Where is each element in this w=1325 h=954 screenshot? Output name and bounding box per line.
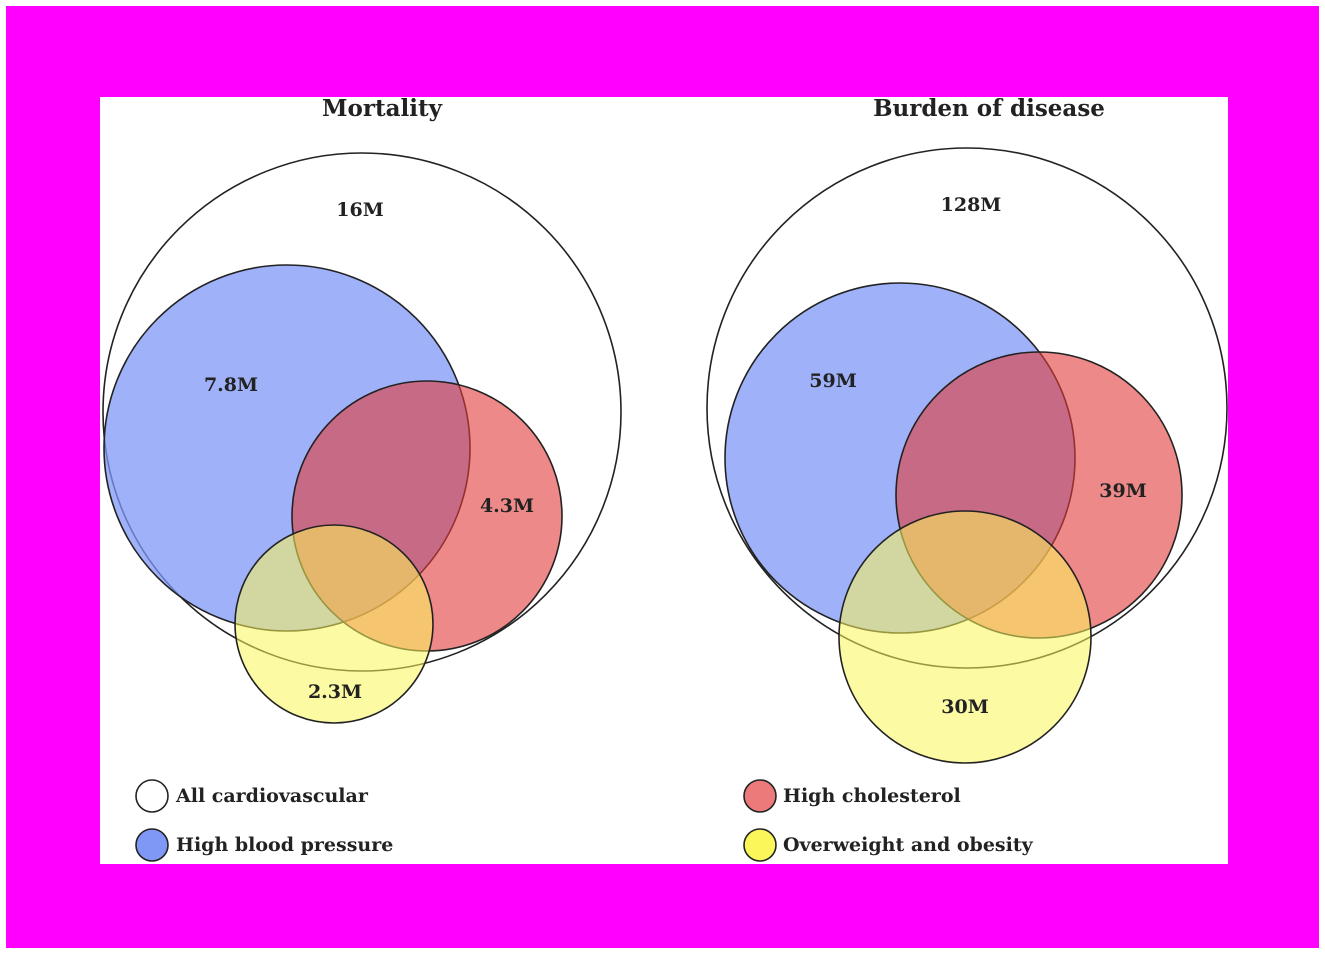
mortality-overweight-obesity-value: 2.3M <box>308 681 362 703</box>
mortality-title: Mortality <box>322 97 443 122</box>
legend-label-overweight-obesity: Overweight and obesity <box>783 834 1034 856</box>
mortality-overweight-obesity-circle <box>234 524 434 724</box>
legend-swatch-overweight-obesity <box>743 828 777 862</box>
legend-label-high-cholesterol: High cholesterol <box>783 785 961 807</box>
burden-high-blood-pressure-value: 59M <box>809 370 856 392</box>
mortality-high-blood-pressure-value: 7.8M <box>204 374 258 396</box>
legend-label-high-blood-pressure: High blood pressure <box>176 834 393 856</box>
burden-title: Burden of disease <box>873 97 1105 122</box>
legend-swatch-all-cardiovascular <box>135 779 169 813</box>
mortality-panel: Mortality 16M 7.8M 4.3M 2.3M <box>102 97 622 724</box>
venn-diagram-svg: Mortality 16M 7.8M 4.3M 2.3M Burden of d… <box>102 97 1228 862</box>
burden-overweight-obesity-value: 30M <box>941 696 988 718</box>
legend-swatch-high-blood-pressure <box>135 828 169 862</box>
venn-figure: Mortality 16M 7.8M 4.3M 2.3M Burden of d… <box>100 97 1228 864</box>
burden-all-cardiovascular-value: 128M <box>941 194 1002 216</box>
burden-high-cholesterol-value: 39M <box>1099 480 1146 502</box>
legend: All cardiovascular High blood pressure H… <box>135 779 1034 862</box>
mortality-all-cardiovascular-value: 16M <box>336 199 383 221</box>
legend-swatch-high-cholesterol <box>743 779 777 813</box>
mortality-high-cholesterol-value: 4.3M <box>480 495 534 517</box>
legend-label-all-cardiovascular: All cardiovascular <box>175 785 369 807</box>
burden-overweight-obesity-circle <box>838 510 1092 764</box>
burden-panel: Burden of disease 128M 59M 39M 30M <box>706 97 1228 764</box>
